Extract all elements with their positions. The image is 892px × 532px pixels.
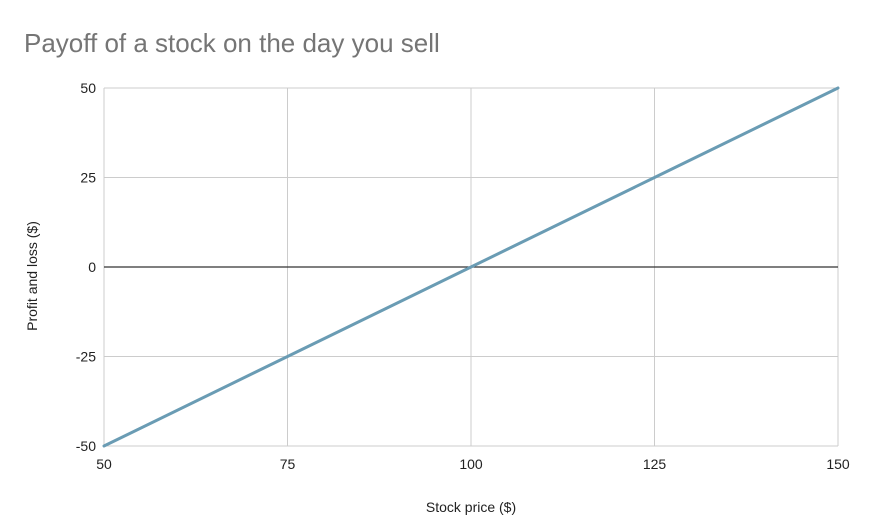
y-tick-label: -50 xyxy=(76,438,96,454)
series-line xyxy=(102,86,840,448)
x-tick-label: 50 xyxy=(96,456,112,472)
x-tick-label: 75 xyxy=(280,456,296,472)
chart-title: Payoff of a stock on the day you sell xyxy=(24,28,440,58)
x-tick-label: 125 xyxy=(643,456,667,472)
x-axis-label: Stock price ($) xyxy=(426,499,516,515)
y-tick-label: 50 xyxy=(80,80,96,96)
x-tick-label: 100 xyxy=(459,456,483,472)
tick-labels: 50 75 100 125 150 50 25 0 -25 -50 xyxy=(76,80,850,472)
y-tick-label: 25 xyxy=(80,170,96,186)
y-tick-label: 0 xyxy=(88,259,96,275)
series-group xyxy=(102,86,840,448)
x-tick-label: 150 xyxy=(826,456,850,472)
y-tick-label: -25 xyxy=(76,349,96,365)
y-axis-label: Profit and loss ($) xyxy=(24,221,40,331)
